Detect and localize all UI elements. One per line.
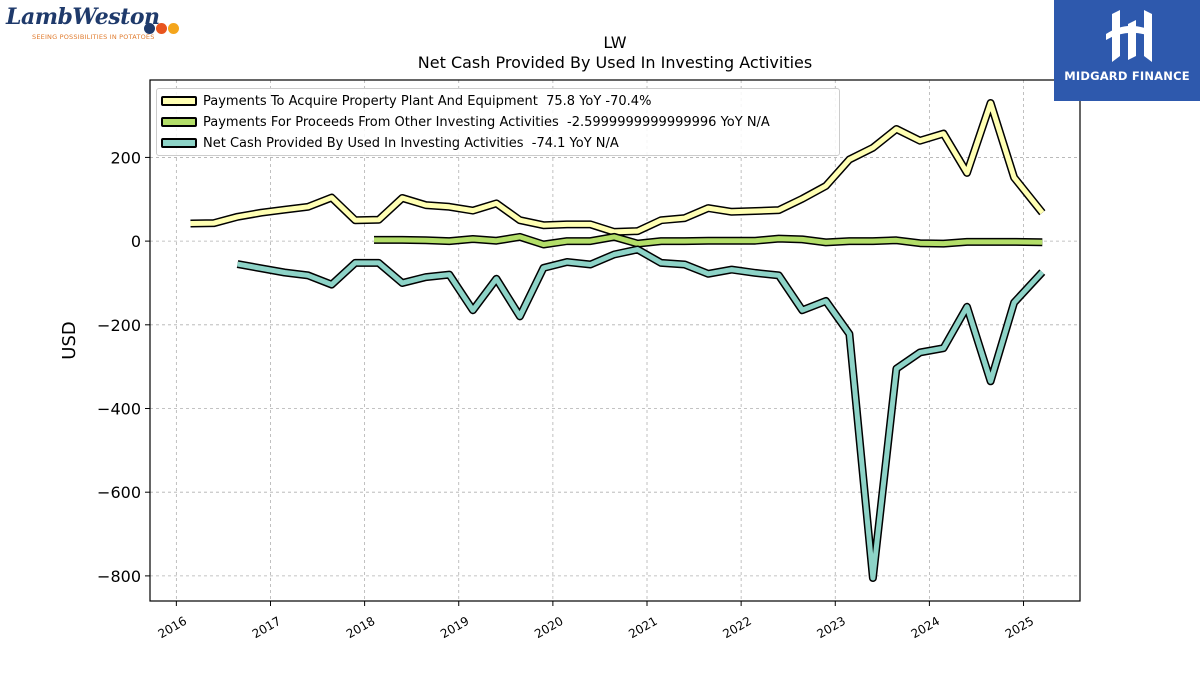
series-line-0 — [190, 100, 1045, 235]
logo-dot-navy — [144, 23, 155, 34]
x-tick-label: 2025 — [1003, 614, 1036, 641]
series-line-outline-2 — [236, 245, 1046, 582]
legend-swatch-other-investing — [161, 117, 197, 127]
x-tick-label: 2019 — [438, 614, 471, 641]
x-tick-label: 2022 — [720, 614, 753, 641]
chart-title: LW — [603, 33, 626, 52]
midgard-finance-name: MIDGARD FINANCE — [1064, 69, 1190, 83]
logo-dot-yellow — [168, 23, 179, 34]
legend-swatch-capex — [161, 96, 197, 106]
y-tick-label: −400 — [97, 400, 141, 419]
logo-dot-orange — [156, 23, 167, 34]
legend-label-other-investing: Payments For Proceeds From Other Investi… — [203, 114, 770, 130]
x-tick-label: 2017 — [250, 614, 283, 641]
chart-legend: Payments To Acquire Property Plant And E… — [156, 88, 840, 156]
lambweston-logo-wordmark: LambWeston — [6, 4, 160, 30]
plot-frame — [149, 79, 1081, 602]
y-tick-label: −200 — [97, 316, 141, 335]
legend-swatch-net-investing — [161, 138, 197, 148]
legend-item-other-investing: Payments For Proceeds From Other Investi… — [161, 112, 770, 132]
x-tick-label: 2024 — [909, 614, 942, 641]
x-tick-label: 2021 — [626, 614, 659, 641]
chart-subtitle: Net Cash Provided By Used In Investing A… — [418, 53, 812, 72]
lambweston-logo-dots-icon — [144, 19, 180, 38]
x-tick-label: 2018 — [344, 614, 377, 641]
lambweston-logo: LambWeston SEEING POSSIBILITIES IN POTAT… — [6, 4, 196, 44]
y-tick-label: 200 — [110, 148, 141, 167]
y-tick-label: −600 — [97, 483, 141, 502]
midgard-finance-logo: MIDGARD FINANCE — [1054, 0, 1200, 101]
lambweston-tagline: SEEING POSSIBILITIES IN POTATOES — [32, 33, 155, 41]
legend-label-net-investing: Net Cash Provided By Used In Investing A… — [203, 135, 619, 151]
legend-item-net-investing: Net Cash Provided By Used In Investing A… — [161, 133, 619, 153]
x-tick-label: 2020 — [532, 614, 565, 641]
y-axis-label: USD — [59, 321, 80, 359]
y-tick-label: −800 — [97, 567, 141, 586]
series-line-2 — [237, 247, 1045, 581]
series-line-1 — [374, 234, 1043, 247]
y-tick-label: 0 — [131, 232, 141, 251]
legend-label-capex: Payments To Acquire Property Plant And E… — [203, 93, 652, 109]
midgard-finance-emblem-icon — [1106, 10, 1152, 62]
legend-item-capex: Payments To Acquire Property Plant And E… — [161, 91, 651, 111]
x-tick-label: 2023 — [815, 614, 848, 641]
x-tick-label: 2016 — [156, 614, 189, 641]
